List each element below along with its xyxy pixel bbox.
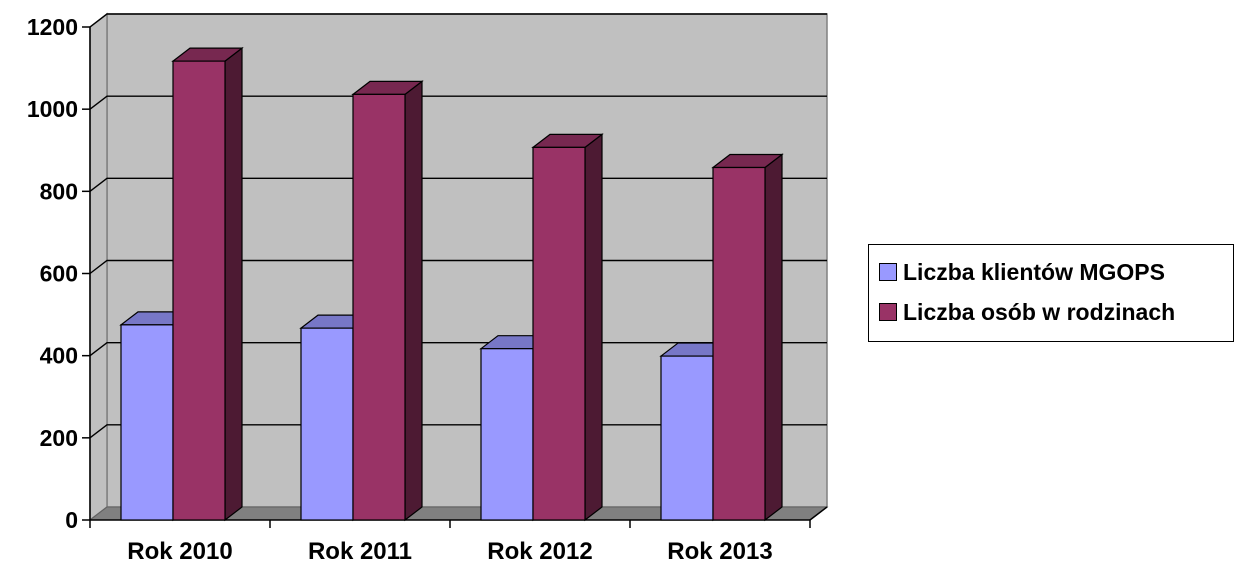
bar [711,153,784,522]
y-tick-label: 400 [40,343,78,369]
y-tick-label: 200 [40,425,78,451]
legend-label-osoby: Liczba osób w rodzinach [903,298,1176,325]
x-category-label: Rok 2013 [667,538,772,565]
y-tick-label: 800 [40,178,78,204]
bar [531,133,604,522]
x-category-label: Rok 2012 [487,538,592,565]
legend: Liczba klientów MGOPS Liczba osób w rodz… [868,244,1234,342]
gridline [89,13,827,28]
legend-item-klienci: Liczba klientów MGOPS [879,257,1165,287]
bar [171,46,244,522]
legend-swatch-klienci [879,263,897,281]
y-tick-label: 1200 [27,14,78,40]
y-tick-label: 1000 [27,96,78,122]
y-tick-label: 600 [40,261,78,287]
legend-label-klienci: Liczba klientów MGOPS [903,258,1165,285]
legend-item-osoby: Liczba osób w rodzinach [879,297,1175,327]
y-tick-label: 0 [65,507,78,533]
legend-swatch-osoby [879,303,897,321]
x-category-label: Rok 2010 [127,538,232,565]
bar [351,80,424,522]
x-axis-depth-line [809,506,828,521]
x-category-label: Rok 2011 [308,538,412,565]
gridline [89,95,827,110]
